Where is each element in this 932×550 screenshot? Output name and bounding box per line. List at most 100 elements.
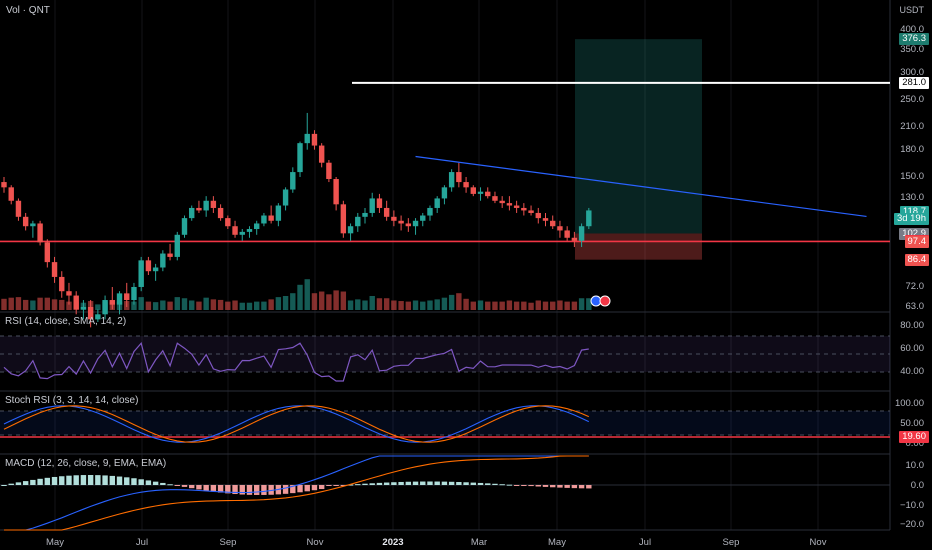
macd-hist-80 (578, 485, 585, 489)
volume-bar-8 (59, 299, 65, 310)
macd-hist-3 (22, 481, 29, 485)
long-position-stop-zone (575, 233, 702, 260)
volume-bar-53 (383, 298, 390, 310)
rsi-axis-80: 80.00 (900, 320, 924, 331)
currency-label[interactable]: USDT (899, 5, 925, 15)
candle-body-75 (542, 218, 549, 221)
macd-line (4, 455, 589, 531)
candle-body-6 (44, 242, 51, 263)
macd-hist-21 (152, 481, 159, 485)
candle-body-11 (80, 307, 87, 310)
price-axis-label-0: 400.0 (900, 24, 924, 35)
candle-body-78 (564, 230, 570, 238)
macd-hist-66 (477, 482, 484, 485)
volume-bar-71 (513, 301, 520, 310)
macd-hist-30 (217, 485, 224, 493)
volume-bar-77 (557, 300, 563, 310)
price-axis-label-1: 350.0 (900, 44, 924, 55)
candle-body-23 (167, 253, 173, 257)
rsi-label[interactable]: RSI (14, close, SMA, 14, 2) (5, 316, 127, 327)
macd-hist-48 (347, 484, 354, 486)
macd-hist-63 (456, 482, 462, 485)
macd-hist-37 (268, 485, 274, 495)
volume-bar-42 (304, 279, 310, 310)
macd-hist-24 (174, 485, 180, 486)
macd-hist-67 (485, 483, 491, 485)
candle-body-34 (246, 229, 253, 232)
time-label-sep: Sep (219, 537, 237, 548)
long-position-target-zone (575, 39, 702, 234)
macd-hist-2 (15, 482, 22, 485)
volume-bar-79 (571, 301, 578, 310)
volume-bar-13 (95, 304, 101, 310)
macd-hist-42 (304, 485, 310, 492)
macd-hist-0 (1, 485, 7, 486)
candle-body-21 (152, 267, 159, 272)
candle-body-8 (59, 276, 65, 292)
candle-body-56 (405, 223, 412, 227)
candle-body-60 (434, 198, 440, 208)
price-axis-label-8: 72.0 (905, 281, 925, 292)
macd-hist-15 (109, 475, 115, 485)
volume-bar-9 (66, 301, 72, 310)
macd-hist-46 (333, 485, 339, 486)
volume-bar-56 (405, 301, 412, 310)
volume-bar-44 (318, 291, 325, 310)
macd-hist-28 (203, 485, 209, 491)
candle-body-74 (535, 212, 541, 219)
rsi-band (0, 336, 890, 372)
time-label-may: May (46, 537, 64, 548)
volume-bar-49 (355, 299, 361, 310)
volume-bar-43 (311, 293, 318, 310)
macd-hist-41 (297, 485, 303, 493)
macd-hist-75 (542, 485, 549, 487)
macd-hist-26 (189, 485, 195, 489)
candle-body-47 (340, 204, 347, 234)
candle-body-63 (456, 172, 462, 183)
candle-body-3 (22, 216, 29, 227)
price-axis-label-4: 210.0 (900, 120, 924, 132)
candle-body-12 (87, 307, 94, 320)
volume-bar-72 (521, 301, 527, 310)
volume-bar-19 (138, 297, 144, 310)
time-label-jul-2023: Jul (638, 537, 652, 548)
volume-bar-2 (15, 297, 22, 310)
volume-bar-0 (1, 298, 7, 310)
macd-hist-45 (326, 485, 332, 486)
time-label-nov: Nov (306, 537, 324, 548)
volume-bar-40 (290, 293, 296, 310)
time-label-mar: Mar (470, 537, 488, 548)
volume-bar-41 (297, 284, 303, 310)
stoch-band (0, 411, 890, 435)
macd-hist-53 (383, 482, 390, 485)
candle-body-17 (124, 293, 130, 301)
volume-bar-37 (268, 299, 274, 310)
price-tag-0: 376.3 (899, 33, 929, 46)
price-tag-1: 281.0 (899, 76, 929, 89)
candle-body-64 (463, 182, 469, 188)
candle-body-29 (210, 200, 217, 208)
macd-hist-40 (290, 485, 296, 494)
macd-hist-43 (311, 485, 318, 491)
volume-bar-45 (326, 294, 332, 310)
volume-bar-1 (8, 297, 14, 310)
macd-label[interactable]: MACD (12, 26, close, 9, EMA, EMA) (5, 458, 167, 469)
candle-body-54 (391, 216, 397, 221)
volume-bar-52 (376, 298, 383, 310)
candle-body-71 (513, 205, 520, 208)
candle-body-13 (95, 314, 101, 320)
candle-body-58 (420, 215, 426, 221)
volume-bar-48 (347, 300, 354, 310)
macd-hist-31 (225, 485, 231, 494)
stoch-axis-100: 100.00 (894, 398, 924, 409)
candle-body-46 (333, 179, 339, 205)
candle-body-43 (311, 133, 318, 146)
macd-hist-59 (427, 481, 433, 485)
macd-hist-27 (196, 485, 202, 490)
volume-bar-69 (499, 301, 505, 310)
candle-body-20 (145, 260, 152, 272)
candle-body-1 (8, 187, 14, 201)
stoch-rsi-label[interactable]: Stoch RSI (3, 3, 14, 14, close) (5, 395, 139, 406)
